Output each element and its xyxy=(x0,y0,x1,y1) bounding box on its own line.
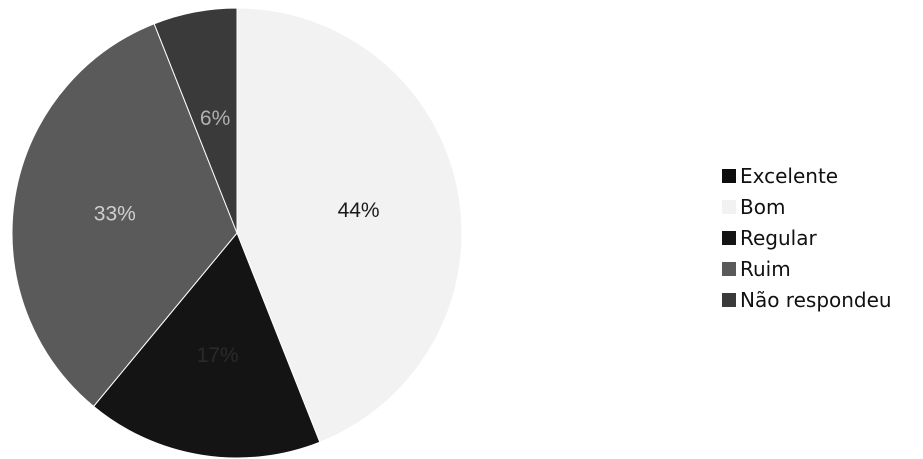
pie-label-nao-respondeu: 6% xyxy=(200,107,230,130)
pie-slice-ruim xyxy=(11,23,238,408)
legend-item-excelente: Excelente xyxy=(722,160,892,191)
pie-slice-labels: 44% 17% 33% 6% xyxy=(94,107,380,367)
legend-swatch-excelente xyxy=(722,168,736,183)
legend-swatch-regular xyxy=(722,230,736,245)
legend: Excelente Bom Regular Ruim Não respondeu xyxy=(722,160,892,315)
legend-swatch-bom xyxy=(722,199,736,214)
legend-item-nao-respondeu: Não respondeu xyxy=(722,284,892,315)
legend-swatch-nao-respondeu xyxy=(722,292,736,307)
legend-label-ruim: Ruim xyxy=(740,256,791,281)
legend-item-bom: Bom xyxy=(722,191,892,222)
pie-slice-nao-respondeu xyxy=(153,7,238,234)
legend-item-ruim: Ruim xyxy=(722,253,892,284)
legend-label-bom: Bom xyxy=(740,194,786,219)
legend-label-regular: Regular xyxy=(740,225,817,250)
pie-label-regular: 17% xyxy=(197,344,239,367)
pie-label-ruim: 33% xyxy=(94,203,136,226)
legend-label-nao-respondeu: Não respondeu xyxy=(740,287,892,312)
pie-label-bom: 44% xyxy=(338,199,380,222)
legend-swatch-ruim xyxy=(722,261,736,276)
pie-slice-bom xyxy=(236,7,463,443)
legend-item-regular: Regular xyxy=(722,222,892,253)
pie-slice-regular xyxy=(92,232,321,459)
pie-slices xyxy=(11,7,463,459)
legend-label-excelente: Excelente xyxy=(740,163,839,188)
